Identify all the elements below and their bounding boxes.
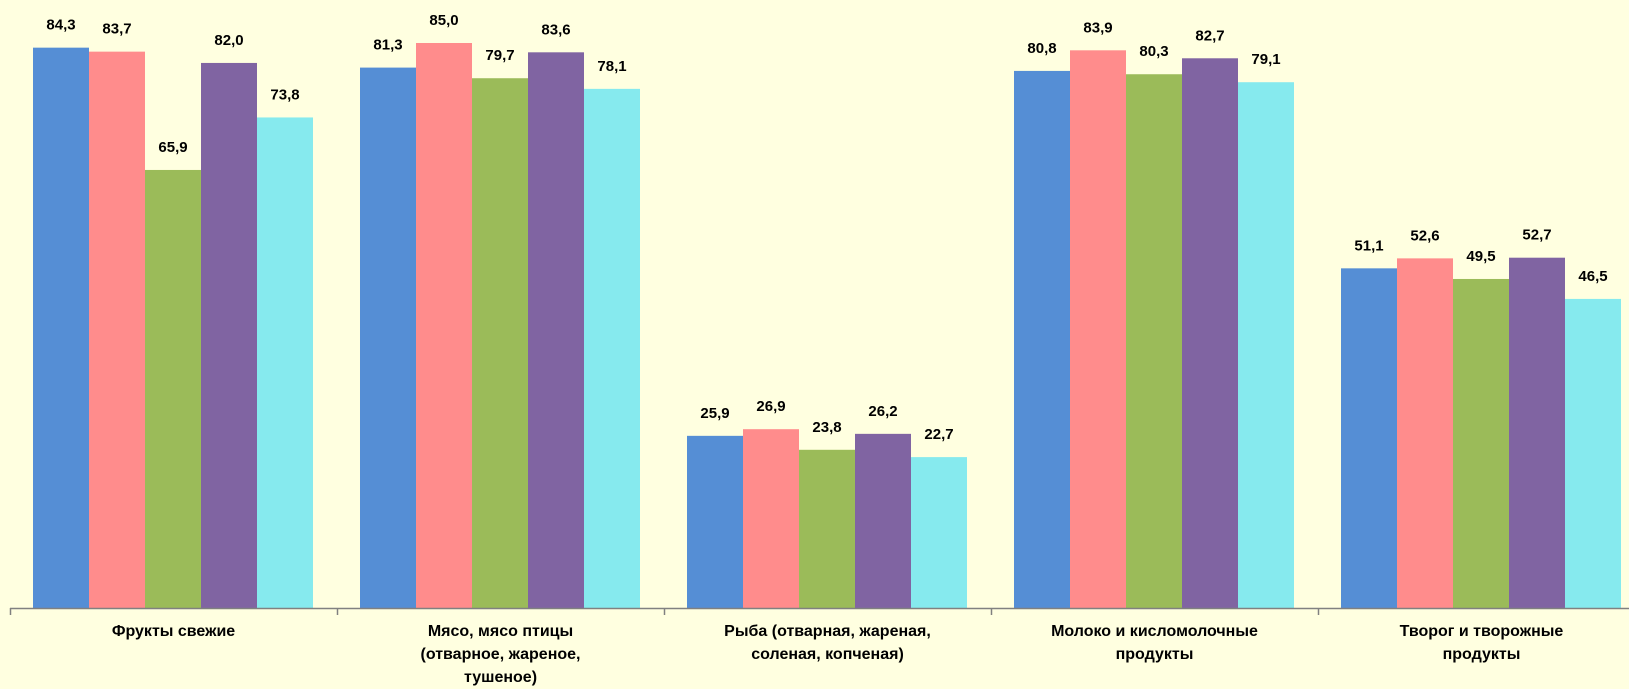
data-label-1-0: 81,3 xyxy=(373,37,402,54)
bar-4-2 xyxy=(1453,278,1509,608)
bar-0-2 xyxy=(145,169,201,609)
bar-4-4 xyxy=(1565,298,1621,608)
data-label-2-0: 25,9 xyxy=(700,405,729,422)
data-label-4-1: 52,6 xyxy=(1410,227,1439,244)
data-label-3-0: 80,8 xyxy=(1027,40,1056,57)
data-label-0-0: 84,3 xyxy=(46,17,75,34)
category-label-2: Рыба (отварная, жареная, соленая, копчен… xyxy=(724,623,931,663)
bar-1-4 xyxy=(584,88,640,609)
bar-0-4 xyxy=(257,117,313,609)
bar-2-1 xyxy=(743,429,799,608)
data-label-3-3: 82,7 xyxy=(1195,27,1224,44)
data-label-0-2: 65,9 xyxy=(158,139,187,156)
bar-4-3 xyxy=(1509,257,1565,608)
data-label-2-2: 23,8 xyxy=(812,419,841,436)
bar-2-0 xyxy=(687,435,743,608)
data-label-4-2: 49,5 xyxy=(1466,248,1495,265)
data-label-3-2: 80,3 xyxy=(1139,43,1168,60)
bar-1-1 xyxy=(416,43,472,608)
data-label-0-1: 83,7 xyxy=(102,21,131,38)
bar-3-3 xyxy=(1182,58,1238,609)
bar-3-0 xyxy=(1014,70,1070,608)
data-label-0-4: 73,8 xyxy=(270,86,299,103)
bar-0-3 xyxy=(201,62,257,609)
data-label-2-4: 22,7 xyxy=(924,426,953,443)
bar-0-0 xyxy=(33,47,89,608)
bar-0-1 xyxy=(89,51,145,609)
bar-2-2 xyxy=(799,449,855,608)
bar-1-0 xyxy=(360,67,416,608)
bar-4-0 xyxy=(1341,268,1397,608)
bar-1-3 xyxy=(528,52,584,608)
data-label-1-2: 79,7 xyxy=(485,47,514,64)
data-label-0-3: 82,0 xyxy=(214,32,243,49)
data-label-3-4: 79,1 xyxy=(1251,51,1280,68)
data-label-4-4: 46,5 xyxy=(1578,268,1607,285)
data-label-1-3: 83,6 xyxy=(541,21,570,38)
data-label-3-1: 83,9 xyxy=(1083,19,1112,36)
data-label-4-3: 52,7 xyxy=(1522,227,1551,244)
bar-2-4 xyxy=(911,457,967,608)
category-label-0: Фрукты свежие xyxy=(111,623,236,640)
bar-3-4 xyxy=(1238,82,1294,608)
category-label-3: Молоко и кисломолочные продукты xyxy=(1051,623,1258,663)
bar-4-1 xyxy=(1397,258,1453,608)
data-label-1-4: 78,1 xyxy=(597,58,626,75)
bar-1-2 xyxy=(472,78,528,608)
data-label-2-3: 26,2 xyxy=(868,403,897,420)
data-label-2-1: 26,9 xyxy=(756,398,785,415)
data-label-1-1: 85,0 xyxy=(429,12,458,29)
category-label-4: Творог и творожные продукты xyxy=(1399,623,1564,663)
category-label-1: Мясо, мясо птицы (отварное, жареное, туш… xyxy=(420,623,581,686)
data-label-4-0: 51,1 xyxy=(1354,237,1383,254)
bar-2-3 xyxy=(855,433,911,608)
bar-3-1 xyxy=(1070,50,1126,608)
bar-3-2 xyxy=(1126,74,1182,609)
